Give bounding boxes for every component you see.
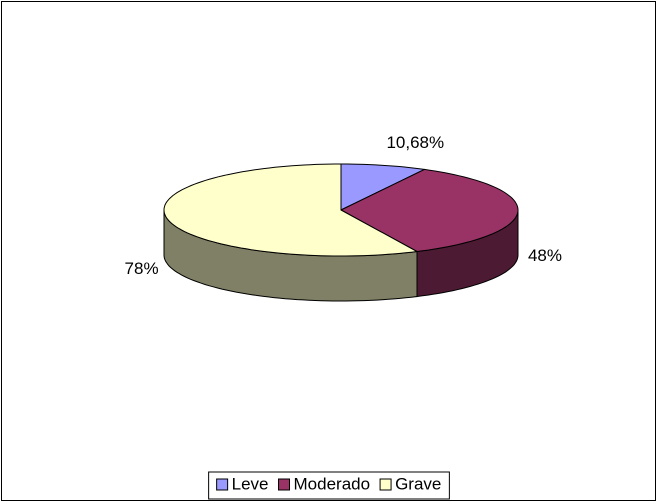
data-label: 10,68% [386, 133, 444, 152]
slice [163, 163, 419, 257]
data-label: 48% [528, 246, 562, 265]
legend-label: Moderado [294, 474, 371, 493]
data-label: 78% [125, 259, 159, 278]
slice [340, 163, 427, 211]
legend-swatch [216, 478, 229, 491]
legend: Leve Moderado Grave [208, 471, 450, 500]
legend-label: Leve [232, 474, 269, 493]
legend-box [208, 471, 450, 500]
legend-label: Grave [395, 474, 441, 493]
legend-swatch [379, 478, 392, 491]
slice [339, 168, 519, 253]
legend-swatch [278, 478, 291, 491]
